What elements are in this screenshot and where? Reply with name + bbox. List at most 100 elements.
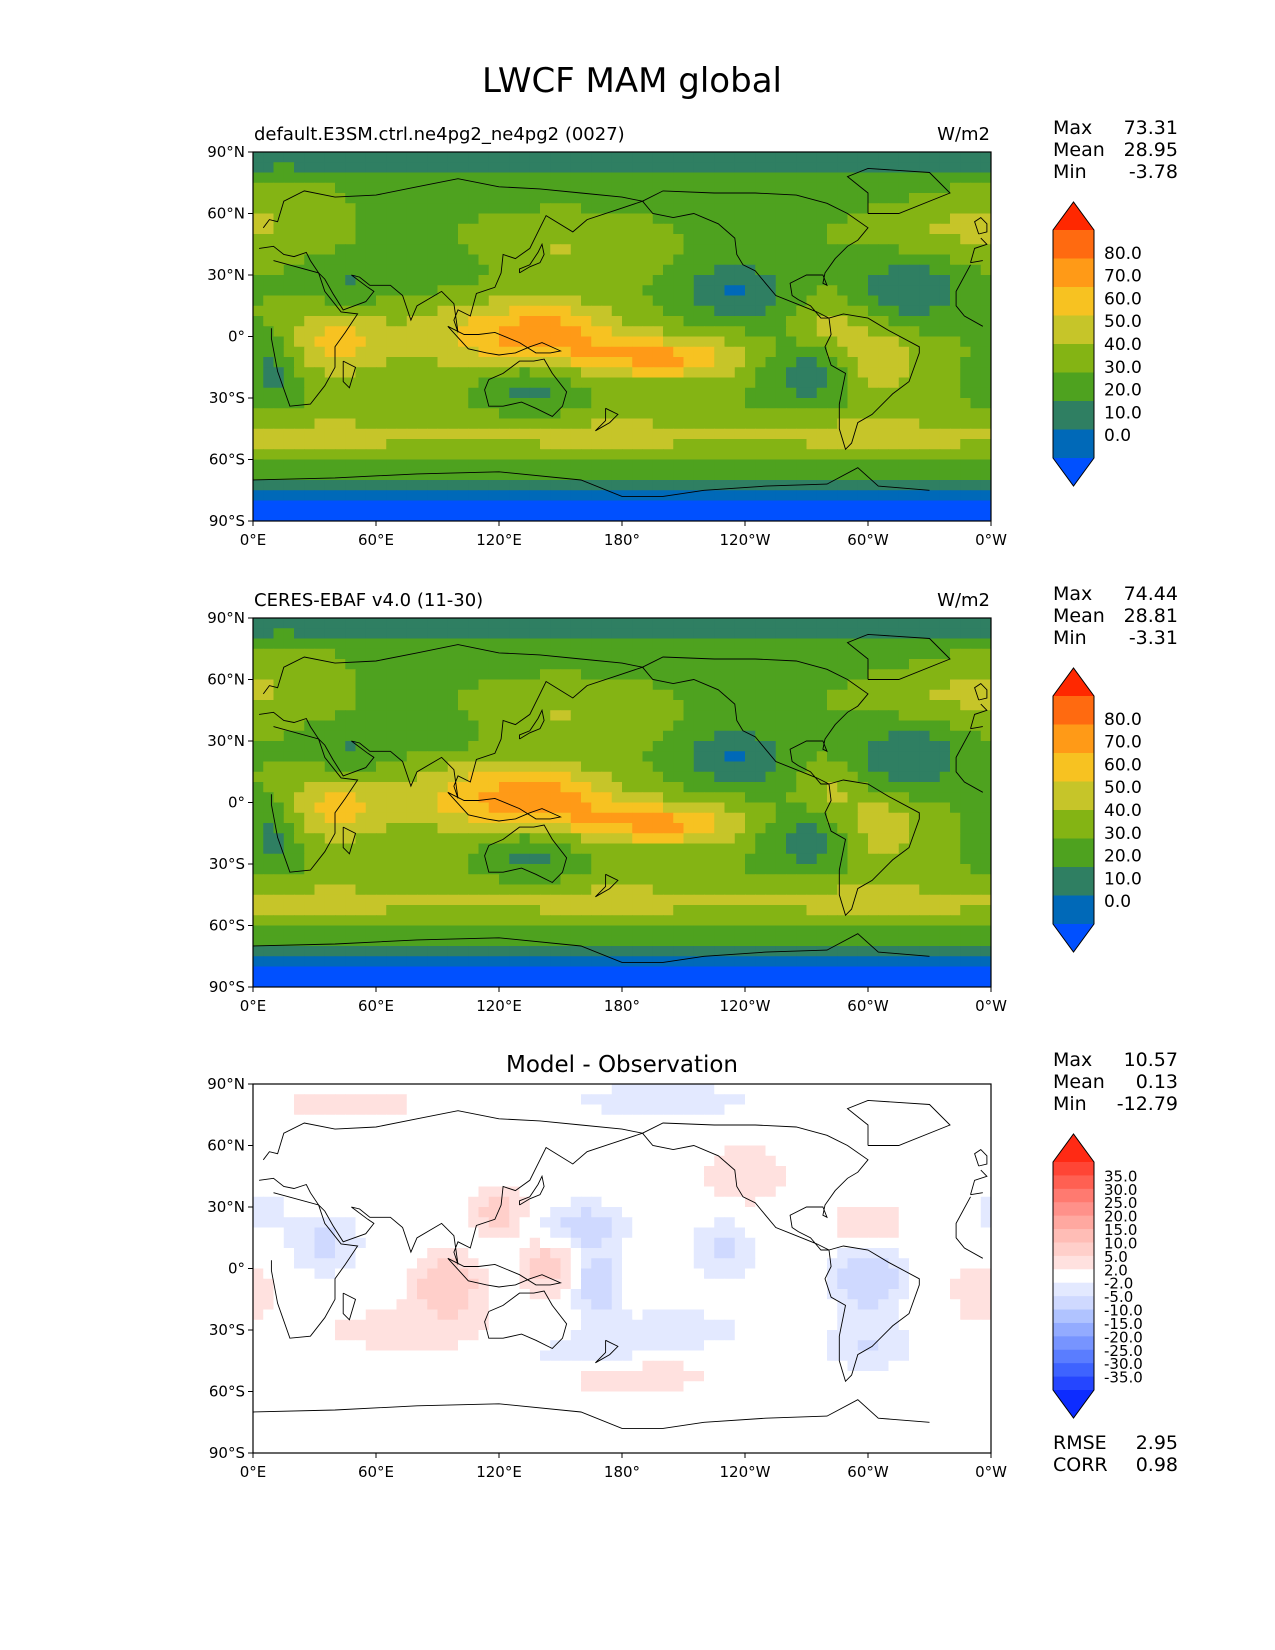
field-cell (488, 925, 500, 937)
field-cell (652, 203, 664, 215)
field-cell (560, 782, 572, 793)
field-cell (950, 761, 961, 773)
field-cell (847, 679, 859, 691)
field-cell (929, 428, 941, 440)
field-cell (745, 761, 756, 773)
field-cell (724, 357, 736, 368)
field-cell (519, 377, 531, 389)
field-cell (755, 628, 767, 640)
field-cell (468, 367, 480, 379)
field-cell (909, 203, 920, 215)
field-cell (755, 689, 767, 701)
field-cell (519, 669, 531, 681)
field-cell (929, 223, 941, 235)
field-cell (570, 874, 582, 886)
field-cell (345, 853, 357, 865)
field-cell (263, 326, 275, 338)
field-cell (509, 853, 521, 865)
field-cell (878, 782, 890, 793)
field-cell (294, 398, 305, 409)
field-cell (909, 720, 920, 732)
field-cell (919, 377, 931, 389)
field-cell (980, 802, 991, 814)
field-cell (581, 234, 592, 245)
field-cell (540, 305, 551, 317)
field-cell (488, 275, 500, 286)
field-cell (437, 946, 449, 957)
field-cell (540, 905, 551, 916)
field-cell (458, 336, 469, 348)
field-cell (888, 700, 900, 711)
field-cell (980, 812, 991, 824)
field-cell (488, 449, 500, 461)
field-cell (878, 730, 890, 742)
field-cell (663, 316, 674, 327)
field-cell (437, 213, 449, 225)
field-cell (980, 377, 991, 389)
field-cell (263, 710, 275, 722)
field-cell (847, 771, 859, 783)
field-cell (294, 700, 305, 711)
field-cell (704, 720, 715, 732)
field-cell (950, 710, 961, 722)
field-cell (693, 244, 705, 256)
field-cell (253, 285, 264, 297)
field-cell (837, 336, 849, 348)
field-cell (909, 295, 920, 307)
field-cell (878, 618, 890, 629)
field-cell (355, 316, 367, 327)
field-cell (652, 357, 664, 368)
field-cell (519, 428, 531, 440)
field-cell (314, 223, 326, 235)
field-cell (622, 823, 633, 834)
field-cell (919, 823, 931, 834)
field-cell (345, 367, 357, 379)
field-cell (427, 377, 439, 389)
field-cell (560, 935, 572, 947)
field-cell (355, 326, 367, 338)
field-cell (560, 802, 572, 814)
field-cell (601, 234, 613, 245)
field-cell (980, 864, 991, 875)
field-cell (427, 367, 439, 379)
field-cell (365, 305, 377, 317)
field-cell (540, 346, 551, 358)
x-tick-label: 0°E (240, 531, 267, 549)
field-cell (919, 162, 931, 174)
field-cell (468, 418, 480, 430)
field-cell (929, 152, 941, 163)
field-cell (273, 387, 285, 399)
field-cell (796, 254, 808, 266)
field-cell (960, 439, 972, 450)
field-cell (929, 459, 941, 471)
field-cell (755, 213, 767, 225)
field-cell (663, 761, 674, 773)
field-cell (427, 152, 439, 163)
field-cell (857, 162, 869, 174)
field-cell (960, 203, 972, 215)
field-cell (345, 254, 357, 266)
field-cell (642, 469, 654, 481)
field-cell (468, 669, 480, 681)
field-cell (427, 730, 439, 742)
field-cell (734, 152, 746, 163)
field-cell (529, 223, 541, 235)
field-cell (611, 418, 623, 430)
field-cell (499, 223, 510, 235)
field-cell (458, 618, 469, 629)
field-cell (355, 730, 367, 742)
field-cell (683, 264, 695, 276)
field-cell (355, 812, 367, 824)
field-cell (950, 884, 961, 896)
field-cell (775, 254, 787, 266)
field-cell (550, 244, 562, 256)
field-cell (878, 500, 890, 512)
field-cell (919, 490, 931, 502)
field-cell (529, 730, 541, 742)
field-cell (673, 449, 685, 461)
field-cell (324, 490, 336, 502)
field-cell (775, 843, 787, 855)
field-cell (324, 730, 336, 742)
field-cell (611, 843, 623, 855)
field-cell (581, 244, 592, 256)
